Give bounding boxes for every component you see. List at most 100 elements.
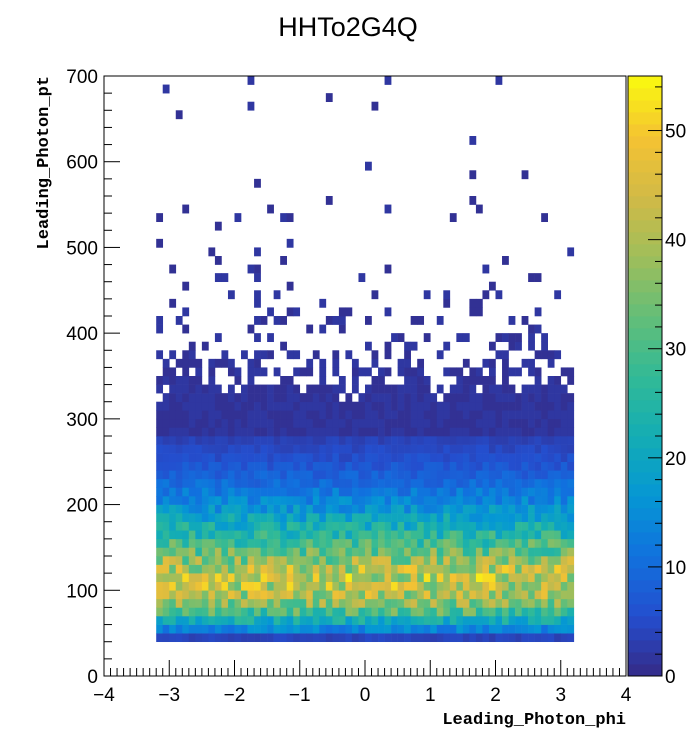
heatmap-cell [456, 624, 464, 634]
heatmap-cell [436, 350, 444, 360]
heatmap-cell [182, 598, 190, 608]
heatmap-cell [221, 581, 229, 591]
heatmap-cell [547, 401, 555, 411]
heatmap-cell [449, 590, 457, 600]
heatmap-cell [325, 616, 333, 625]
heatmap-cell [397, 624, 405, 634]
heatmap-cell [286, 590, 294, 600]
heatmap-cell [247, 633, 255, 643]
heatmap-cell [338, 556, 346, 565]
heatmap-cell [534, 324, 542, 334]
heatmap-cell [456, 418, 464, 428]
heatmap-cell [528, 504, 535, 514]
heatmap-cell [254, 316, 261, 325]
heatmap-cell [182, 624, 190, 634]
heatmap-cell [156, 547, 164, 557]
heatmap-cell [169, 538, 177, 548]
heatmap-cell [502, 333, 509, 343]
heatmap-cell [247, 616, 255, 625]
heatmap-cell [188, 384, 196, 394]
heatmap-cell [417, 436, 425, 445]
heatmap-cell [312, 496, 320, 505]
heatmap-cell [469, 401, 477, 411]
heatmap-cell [528, 487, 535, 497]
colorbar-segment [628, 172, 662, 185]
heatmap-cell [391, 496, 398, 505]
heatmap-cell [547, 624, 555, 634]
heatmap-cell [188, 504, 196, 514]
heatmap-cell [515, 393, 522, 403]
heatmap-cell [423, 333, 431, 343]
heatmap-cell [358, 504, 366, 514]
heatmap-cell [397, 496, 405, 505]
heatmap-cell [365, 316, 372, 325]
heatmap-cell [404, 418, 411, 428]
heatmap-cell [306, 478, 314, 488]
heatmap-cell [475, 444, 483, 454]
heatmap-cell [260, 453, 268, 463]
heatmap-cell [404, 530, 411, 540]
heatmap-cell [351, 538, 359, 548]
heatmap-cell [384, 453, 392, 463]
heatmap-cell [443, 624, 451, 634]
heatmap-cell [338, 436, 346, 445]
heatmap-cell [214, 273, 222, 283]
heatmap-cell [319, 410, 327, 420]
heatmap-cell [554, 513, 562, 523]
heatmap-cell [436, 547, 444, 557]
heatmap-cell [567, 418, 575, 428]
heatmap-cell [299, 573, 307, 583]
heatmap-cell [515, 367, 522, 377]
heatmap-cell [306, 384, 314, 394]
heatmap-cell [475, 581, 483, 591]
heatmap-cell [332, 478, 340, 488]
heatmap-cell [312, 616, 320, 625]
heatmap-cell [214, 538, 222, 548]
heatmap-cell [528, 333, 535, 343]
heatmap-cell [554, 581, 562, 591]
heatmap-cell [417, 607, 425, 617]
heatmap-cell [241, 410, 248, 420]
heatmap-cell [404, 633, 411, 643]
heatmap-cell [299, 393, 307, 403]
heatmap-cell [338, 633, 346, 643]
heatmap-cell [482, 444, 490, 454]
heatmap-cell [338, 581, 346, 591]
heatmap-cell [567, 496, 575, 505]
heatmap-cell [267, 470, 274, 480]
heatmap-cell [195, 581, 203, 591]
heatmap-cell [247, 376, 255, 385]
heatmap-cell [541, 581, 548, 591]
heatmap-cell [169, 616, 177, 625]
heatmap-cell [182, 530, 190, 540]
heatmap-cell [293, 521, 301, 531]
heatmap-cell [462, 581, 470, 591]
heatmap-cell [534, 607, 542, 617]
heatmap-cell [260, 547, 268, 557]
heatmap-cell [221, 470, 229, 480]
heatmap-cell [319, 590, 327, 600]
heatmap-cell [208, 504, 216, 514]
heatmap-cell [280, 547, 287, 557]
heatmap-cell [469, 607, 477, 617]
heatmap-cell [293, 453, 301, 463]
heatmap-cell [410, 504, 418, 514]
colorbar-tick-label: 0 [665, 667, 676, 688]
heatmap-cell [221, 616, 229, 625]
heatmap-cell [404, 384, 411, 394]
heatmap-cell [515, 564, 522, 574]
heatmap-cell [195, 564, 203, 574]
heatmap-cell [319, 444, 327, 454]
heatmap-cell [502, 573, 509, 583]
heatmap-cell [319, 298, 327, 308]
heatmap-cell [188, 358, 196, 368]
heatmap-cell [299, 470, 307, 480]
heatmap-cell [547, 496, 555, 505]
heatmap-cell [495, 444, 503, 454]
heatmap-cell [365, 521, 372, 531]
heatmap-cell [312, 410, 320, 420]
heatmap-cell [495, 427, 503, 437]
heatmap-cell [456, 556, 464, 565]
heatmap-cell [423, 376, 431, 385]
heatmap-cell [208, 461, 216, 471]
